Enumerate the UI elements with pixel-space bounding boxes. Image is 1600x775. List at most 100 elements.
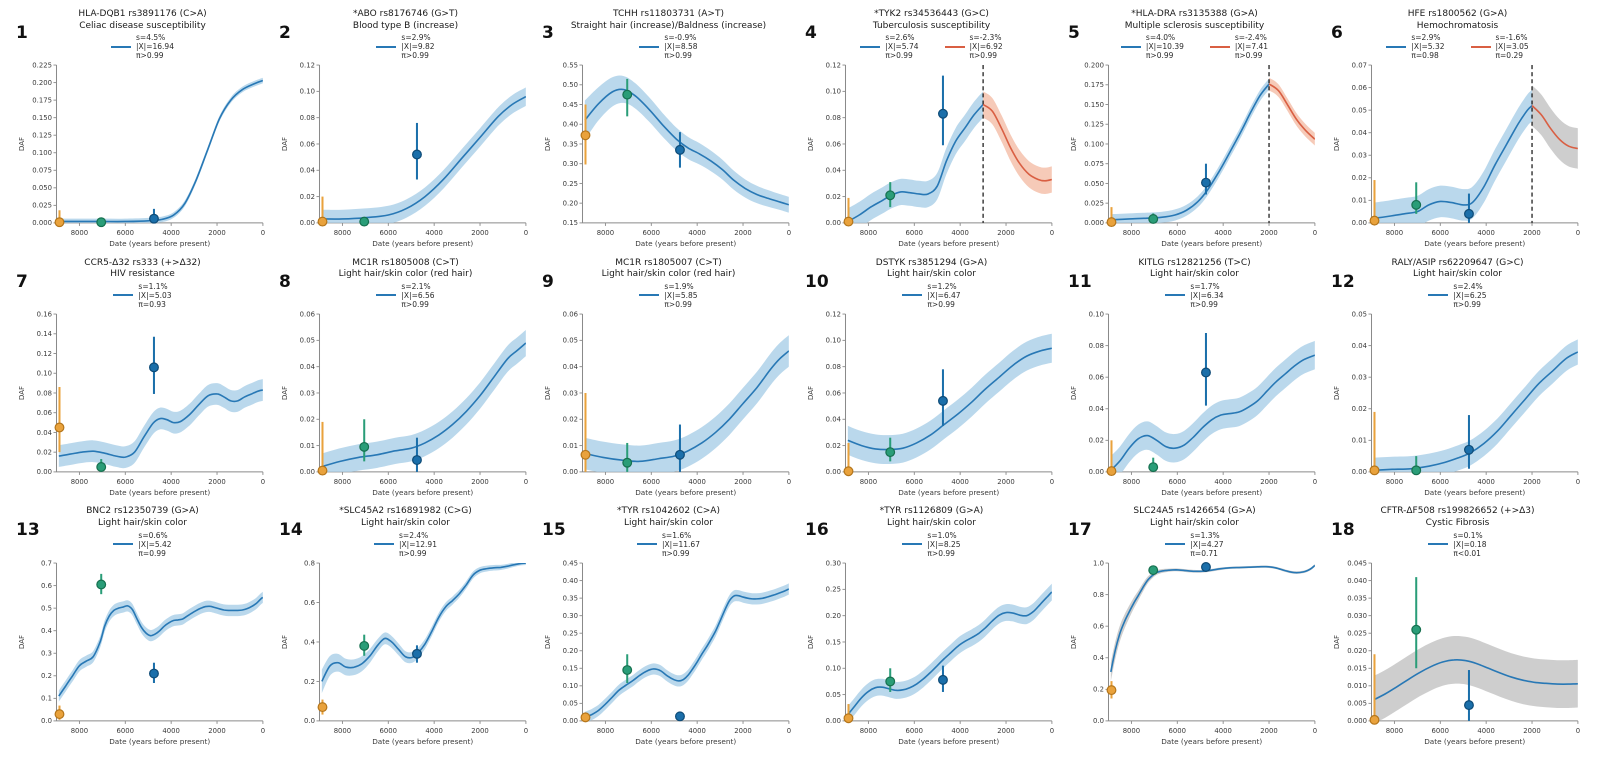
x-tick-label: 0 — [1313, 727, 1317, 735]
panel-title-line2: Light hair/skin color (red hair) — [338, 269, 473, 280]
legend-text: s=2.6% |X|=5.74 π>0.99 — [885, 33, 918, 60]
x-tick-label: 0 — [787, 478, 791, 486]
trajectory-line — [1531, 105, 1578, 150]
x-tick-label: 8000 — [71, 727, 88, 735]
trajectory-line — [584, 587, 789, 718]
legend-x: |X|=0.18 — [1453, 539, 1487, 549]
legend-entry: s=-1.6% |X|=3.05 π=0.29 — [1470, 33, 1529, 60]
legend-x: |X|=10.39 — [1145, 42, 1184, 52]
legend-pi: π>0.99 — [927, 299, 955, 309]
panel-number: 8 — [279, 271, 291, 292]
y-tick-label: 0.00 — [300, 468, 315, 476]
x-tick-label: 2000 — [471, 229, 488, 237]
panel-title: MC1R rs1805008 (C>T) Light hair/skin col… — [277, 258, 534, 281]
confidence-band — [1110, 78, 1270, 224]
panel-plot: 0.00 0.01 0.02 0.03 0.04 0.05 0.06 0.07 8000 6000… — [1332, 62, 1580, 249]
green-data-point — [1411, 200, 1422, 211]
y-tick-label: 0.100 — [1084, 141, 1104, 149]
y-tick-label: 0.03 — [1352, 374, 1367, 382]
panel-legend: s=1.2% |X|=6.47 π>0.99 — [803, 282, 1060, 309]
legend-pi: π>0.99 — [885, 51, 913, 61]
orange-data-point — [1106, 466, 1117, 477]
legend-text: s=1.2% |X|=6.47 π>0.99 — [927, 282, 960, 309]
panel-legend: s=1.3% |X|=4.27 π=0.71 — [1066, 531, 1323, 558]
y-axis-label: DAF — [1069, 386, 1078, 400]
panel-legend: s=2.9% |X|=9.82 π>0.99 — [277, 33, 534, 60]
legend-x: |X|=6.34 — [1190, 290, 1224, 300]
x-tick-label: 2000 — [208, 727, 225, 735]
lines-group — [1110, 564, 1315, 672]
subplot-panel: 11 KITLG rs12821256 (T>C) Light hair/ski… — [1066, 255, 1323, 502]
y-tick-label: 0.02 — [826, 442, 841, 450]
panel-title-line2: Hemochromatosis — [1416, 20, 1499, 31]
panel-number: 16 — [805, 520, 829, 541]
y-tick-label: 0.000 — [1084, 220, 1104, 228]
legend-line-swatch — [1209, 45, 1230, 48]
trajectory-line — [1373, 105, 1533, 220]
confidence-band — [584, 335, 789, 472]
y-tick-label: 1.0 — [1093, 559, 1104, 567]
y-axis-label: DAF — [806, 137, 815, 151]
legend-text: s=0.1% |X|=0.18 π<0.01 — [1453, 531, 1486, 558]
bands-group — [584, 75, 789, 214]
y-tick-label: 0.000 — [32, 220, 52, 228]
panel-title-line2: Blood type B (increase) — [352, 20, 459, 31]
trajectory-line — [584, 88, 789, 206]
confidence-band — [1110, 563, 1315, 682]
y-tick-label: 0.12 — [300, 62, 315, 70]
y-tick-label: 0.14 — [37, 330, 52, 338]
x-tick-label: 8000 — [1123, 478, 1140, 486]
legend-s: s=-1.6% — [1495, 33, 1528, 43]
panel-title-line2: Light hair/skin color (red hair) — [601, 269, 736, 280]
x-tick-label: 6000 — [380, 478, 397, 486]
x-tick-label: 6000 — [1432, 229, 1449, 237]
panel-title: *TYK2 rs34536443 (G>C) Tuberculosis susc… — [803, 9, 1060, 32]
y-tick-label: 0.8 — [304, 559, 315, 567]
y-tick-label: 0.00 — [1352, 468, 1367, 476]
y-axis-label: DAF — [17, 137, 26, 151]
y-tick-label: 0.10 — [37, 370, 52, 378]
legend-text: s=2.9% |X|=5.32 π=0.98 — [1411, 33, 1444, 60]
panel-title-line1: *ABO rs8176746 (G>T) — [353, 9, 458, 19]
legend-pi: π=0.93 — [138, 299, 166, 309]
y-axis-label: DAF — [280, 137, 289, 151]
x-tick-label: 0 — [1050, 478, 1054, 486]
green-data-point — [96, 461, 107, 472]
legend-line-swatch — [376, 294, 397, 297]
lines-group — [1110, 354, 1315, 471]
panel-title-line2: Tuberculosis susceptibility — [872, 20, 991, 31]
y-axis-label: DAF — [806, 634, 815, 648]
legend-entry: s=2.4% |X|=12.91 π>0.99 — [374, 531, 437, 558]
panel-number: 12 — [1331, 271, 1355, 292]
y-tick-label: 0.03 — [1352, 152, 1367, 160]
y-tick-label: 0.40 — [563, 577, 578, 585]
panel-title-line2: Light hair/skin color — [1150, 517, 1239, 528]
x-tick-label: 8000 — [597, 727, 614, 735]
legend-s: s=-0.9% — [664, 33, 697, 43]
y-tick-label: 0.06 — [300, 141, 315, 149]
x-tick-label: 6000 — [906, 229, 923, 237]
y-axis-label: DAF — [543, 386, 552, 400]
y-tick-label: 0.02 — [563, 416, 578, 424]
x-tick-label: 4000 — [425, 229, 442, 237]
y-tick-label: 0.8 — [1093, 591, 1104, 599]
legend-pi: π>0.99 — [1190, 299, 1218, 309]
x-tick-label: 4000 — [1477, 229, 1494, 237]
panel-title-line1: *TYR rs1042602 (C>A) — [617, 506, 720, 517]
panel-title: *TYR rs1042602 (C>A) Light hair/skin col… — [540, 506, 797, 529]
trajectory-line — [847, 347, 1052, 451]
x-tick-label: 8000 — [71, 478, 88, 486]
x-tick-label: 0 — [1050, 727, 1054, 735]
panel-plot: 0.0 0.2 0.4 0.6 0.8 1.0 8000 6000 4000 2000 0 DAF Da… — [1069, 559, 1317, 746]
y-tick-label: 0.020 — [1347, 647, 1367, 655]
legend-line-swatch — [1165, 294, 1186, 297]
y-tick-label: 0.225 — [32, 62, 52, 70]
x-tick-label: 6000 — [1169, 478, 1186, 486]
subplot-panel: 15 *TYR rs1042602 (C>A) Light hair/skin … — [540, 503, 797, 750]
x-tick-label: 6000 — [117, 478, 134, 486]
panel-legend: s=4.0% |X|=10.39 π>0.99 s=-2.4% |X|=7.41 π>0.… — [1066, 33, 1323, 60]
panel-number: 2 — [279, 23, 291, 43]
y-tick-label: 0.20 — [563, 200, 578, 208]
trajectory-line — [58, 596, 263, 697]
legend-line-swatch — [1428, 294, 1449, 297]
